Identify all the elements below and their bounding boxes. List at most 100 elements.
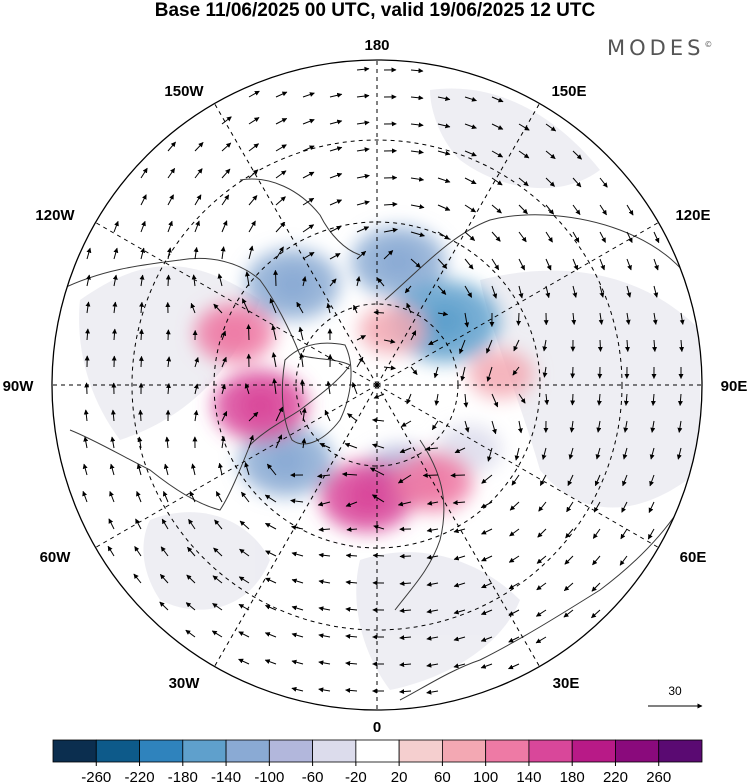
wind-arrow xyxy=(161,518,169,530)
wind-arrow xyxy=(273,269,279,287)
wind-arrow xyxy=(137,436,143,449)
wind-arrow xyxy=(238,603,250,611)
wind-arrow xyxy=(481,555,493,562)
wind-arrow xyxy=(318,633,331,639)
wind-arrow xyxy=(481,528,493,535)
wind-arrow xyxy=(592,555,601,566)
wind-arrow xyxy=(599,231,606,243)
wind-arrow xyxy=(426,554,439,560)
colorbar-swatch xyxy=(312,739,357,763)
wind-arrow xyxy=(275,91,288,98)
lon-label-30w: 30W xyxy=(169,675,201,692)
wind-arrow xyxy=(299,352,305,368)
wind-arrow xyxy=(453,636,466,642)
wind-arrow xyxy=(269,298,277,314)
wind-arrow xyxy=(83,436,89,449)
wind-arrow xyxy=(345,501,358,507)
wind-arrow xyxy=(453,663,466,669)
wind-arrow xyxy=(301,276,307,287)
wind-arrow xyxy=(487,447,493,462)
wind-arrow xyxy=(541,447,547,460)
wind-arrow xyxy=(518,204,528,215)
wind-arrow xyxy=(545,285,551,299)
colorbar-swatch xyxy=(52,739,97,763)
wind-arrow xyxy=(291,578,304,584)
wind-arrow xyxy=(653,258,659,271)
wind-arrow xyxy=(377,277,385,287)
colorbar-tick-label: -20 xyxy=(345,769,367,783)
wind-arrow xyxy=(437,231,450,240)
wind-arrow xyxy=(648,501,655,513)
wind-arrow xyxy=(109,490,115,503)
positive-anomaly-core xyxy=(415,467,450,496)
lon-label-0: 0 xyxy=(373,719,381,736)
wind-arrow xyxy=(238,576,250,584)
wind-arrow xyxy=(464,312,470,328)
wind-arrow xyxy=(410,231,425,238)
wind-arrow xyxy=(599,204,607,216)
wind-arrow xyxy=(491,258,500,271)
wind-arrow xyxy=(248,143,259,152)
wind-arrow xyxy=(185,602,196,611)
wind-arrow xyxy=(194,356,200,368)
wind-arrow xyxy=(401,420,412,427)
wind-arrow xyxy=(677,393,683,406)
wind-arrow xyxy=(140,247,146,260)
wind-arrow xyxy=(511,474,520,486)
wind-arrow xyxy=(248,411,259,422)
wind-arrow xyxy=(346,526,358,532)
wind-arrow xyxy=(266,463,277,476)
wind-arrow xyxy=(649,474,655,487)
wind-arrow xyxy=(481,474,493,484)
wind-arrow xyxy=(248,220,256,233)
wind-arrow xyxy=(239,548,250,557)
wind-arrow xyxy=(217,462,223,476)
colorbar-tick-label: -100 xyxy=(254,769,284,783)
wind-arrow xyxy=(356,335,366,341)
wind-arrow xyxy=(597,339,603,352)
wind-arrow xyxy=(491,96,504,103)
wind-arrow xyxy=(570,366,576,379)
wind-arrow xyxy=(221,330,227,341)
wind-arrow xyxy=(437,285,447,295)
wind-arrow xyxy=(593,501,601,513)
colorbar-swatch xyxy=(398,739,443,763)
wind-arrow xyxy=(324,409,331,422)
map-border xyxy=(51,59,703,711)
wind-arrow xyxy=(480,609,493,615)
wind-arrow xyxy=(302,224,315,233)
colorbar-tick-label: -180 xyxy=(168,769,198,783)
wind-arrow xyxy=(537,528,547,538)
wind-arrow xyxy=(480,636,493,642)
wind-arrow xyxy=(480,501,493,509)
wind-arrow xyxy=(426,581,439,587)
wind-arrow xyxy=(212,602,223,611)
wind-arrow xyxy=(426,608,439,614)
wind-arrow xyxy=(623,393,629,406)
wind-arrow xyxy=(572,204,581,216)
wind-arrow xyxy=(317,501,331,507)
wind-arrow xyxy=(563,609,574,618)
wind-arrow xyxy=(345,553,358,559)
colorbar-tick-label: 20 xyxy=(391,769,408,783)
wind-arrow xyxy=(248,434,254,449)
wind-arrow xyxy=(194,142,204,152)
wind-arrow xyxy=(626,258,632,271)
wind-arrow xyxy=(187,546,196,557)
lon-label-150e: 150E xyxy=(551,83,586,100)
wind-arrow xyxy=(623,420,629,433)
colorbar-swatch xyxy=(355,739,400,763)
wind-arrow xyxy=(399,581,412,587)
wind-arrow xyxy=(329,146,343,152)
wind-arrow xyxy=(596,393,602,406)
wind-arrow xyxy=(275,406,284,422)
wind-arrow xyxy=(211,630,223,638)
wind-arrow xyxy=(318,660,331,666)
wind-arrow xyxy=(302,251,315,260)
wind-arrow xyxy=(437,204,451,211)
wind-arrow xyxy=(356,173,370,179)
positive-anomaly xyxy=(468,349,535,399)
wind-arrow xyxy=(345,687,358,693)
wind-arrow xyxy=(572,285,578,298)
wind-arrow xyxy=(545,177,555,187)
